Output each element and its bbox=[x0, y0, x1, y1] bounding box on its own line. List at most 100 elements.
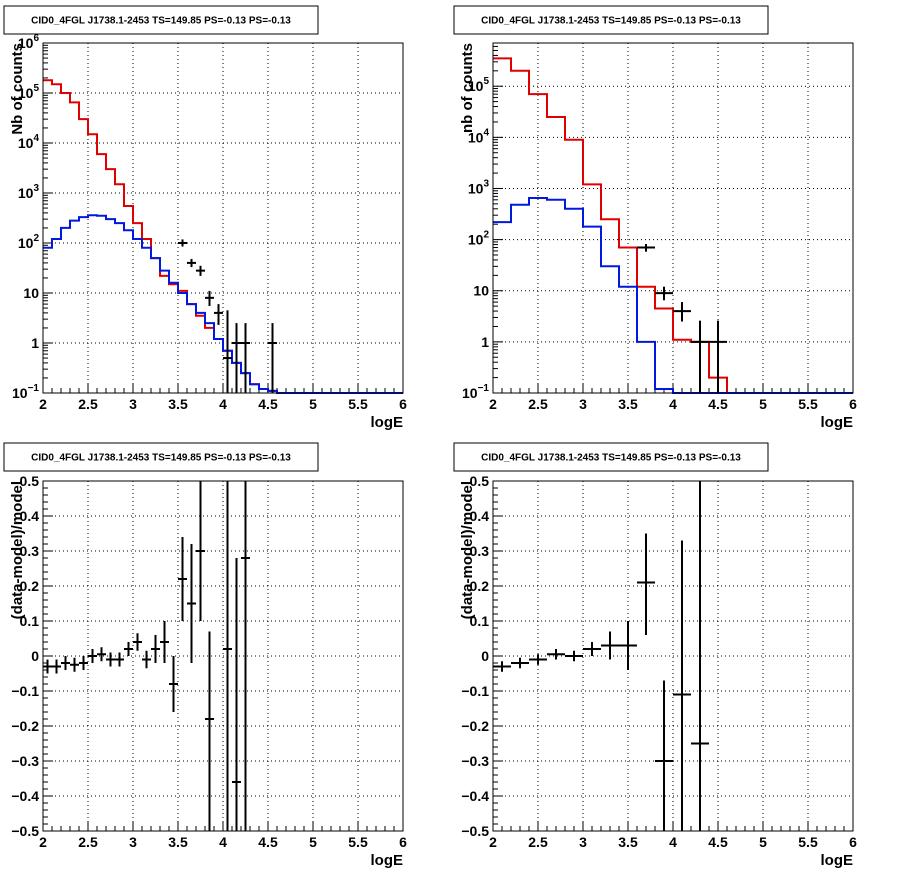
y-tick-label: 103 bbox=[18, 183, 40, 201]
data-point bbox=[97, 647, 106, 662]
y-tick-label: 0.1 bbox=[470, 613, 490, 629]
data-point bbox=[655, 680, 673, 831]
y-tick-base: 10 bbox=[18, 35, 34, 51]
data-point bbox=[223, 310, 232, 393]
y-tick-exponent: −1 bbox=[478, 383, 490, 394]
x-tick-label: 4 bbox=[219, 396, 227, 412]
title-box bbox=[3, 442, 319, 472]
y-tick-base: 10 bbox=[462, 385, 478, 401]
y-tick-label: 10−1 bbox=[12, 383, 39, 401]
y-tick-label: 0 bbox=[481, 648, 489, 664]
y-tick-label: −0.2 bbox=[461, 718, 489, 734]
x-tick-label: 5.5 bbox=[348, 396, 368, 412]
y-tick-label: 0.4 bbox=[20, 508, 40, 524]
x-tick-label: 2.5 bbox=[528, 834, 548, 850]
title-box bbox=[3, 5, 319, 35]
data-point bbox=[241, 481, 250, 831]
data-point bbox=[52, 659, 61, 674]
x-tick-label: 2.5 bbox=[78, 834, 98, 850]
x-tick-label: 6 bbox=[849, 396, 857, 412]
data-point bbox=[214, 304, 223, 325]
y-tick-base: 10 bbox=[23, 285, 39, 301]
x-tick-label: 2.5 bbox=[78, 396, 98, 412]
data-point bbox=[223, 481, 232, 831]
x-tick-label: 5.5 bbox=[798, 834, 818, 850]
x-tick-label: 5.5 bbox=[348, 834, 368, 850]
data-point bbox=[511, 657, 529, 669]
data-point bbox=[583, 642, 601, 656]
data-point bbox=[205, 631, 214, 831]
y-tick-label: 104 bbox=[468, 127, 490, 145]
data-point bbox=[196, 265, 205, 276]
data-point bbox=[655, 286, 673, 301]
y-tick-exponent: 3 bbox=[483, 178, 489, 189]
data-point bbox=[547, 649, 565, 660]
y-tick-label: −0.5 bbox=[461, 823, 489, 839]
data-point bbox=[106, 652, 115, 667]
y-tick-exponent: 5 bbox=[483, 76, 489, 87]
x-tick-label: 6 bbox=[399, 834, 407, 850]
y-tick-label: 104 bbox=[18, 133, 40, 151]
data-point bbox=[115, 652, 124, 667]
y-axis-label: Nb of counts bbox=[9, 43, 26, 135]
y-axis-label: (data-model)/model bbox=[459, 481, 476, 619]
data-point bbox=[691, 320, 709, 393]
data-point bbox=[196, 481, 205, 621]
chart-title: CID0_4FGL J1738.1-2453 TS=149.85 PS=-0.1… bbox=[31, 16, 291, 27]
data-point bbox=[637, 533, 655, 635]
x-tick-label: 3.5 bbox=[168, 834, 188, 850]
y-tick-label: −0.3 bbox=[11, 753, 39, 769]
y-tick-label: −0.4 bbox=[461, 788, 489, 804]
y-tick-label: 0.2 bbox=[20, 578, 40, 594]
data-point bbox=[187, 258, 196, 268]
y-tick-exponent: −1 bbox=[28, 383, 40, 394]
y-axis-label: nb of counts bbox=[459, 43, 476, 133]
x-tick-label: 4.5 bbox=[708, 834, 728, 850]
data-point bbox=[79, 656, 88, 670]
x-tick-label: 4 bbox=[669, 834, 677, 850]
x-axis-label: logE bbox=[371, 852, 404, 869]
x-tick-label: 3.5 bbox=[168, 396, 188, 412]
data-point bbox=[601, 631, 619, 660]
y-tick-base: 10 bbox=[468, 232, 484, 248]
x-tick-label: 4.5 bbox=[258, 396, 278, 412]
data-point bbox=[178, 537, 187, 621]
x-axis-label: logE bbox=[371, 414, 404, 431]
chart-panel-4: CID0_4FGL J1738.1-2453 TS=149.85 PS=-0.1… bbox=[453, 442, 857, 869]
y-tick-label: 0.2 bbox=[470, 578, 490, 594]
data-point bbox=[673, 302, 691, 322]
x-tick-label: 5.5 bbox=[798, 396, 818, 412]
y-tick-label: −0.1 bbox=[461, 683, 489, 699]
data-point bbox=[241, 323, 250, 393]
title-box bbox=[453, 5, 769, 35]
data-point bbox=[205, 290, 214, 306]
x-tick-label: 4.5 bbox=[708, 396, 728, 412]
x-tick-label: 2 bbox=[489, 834, 497, 850]
data-point bbox=[160, 621, 169, 663]
y-tick-label: −0.2 bbox=[11, 718, 39, 734]
y-tick-label: 0.4 bbox=[470, 508, 490, 524]
data-point bbox=[565, 650, 583, 662]
y-tick-exponent: 2 bbox=[483, 230, 489, 241]
x-tick-label: 2 bbox=[39, 834, 47, 850]
x-tick-label: 3 bbox=[129, 834, 137, 850]
chart-title: CID0_4FGL J1738.1-2453 TS=149.85 PS=-0.1… bbox=[481, 16, 741, 27]
data-point bbox=[124, 642, 133, 656]
chart-title: CID0_4FGL J1738.1-2453 TS=149.85 PS=-0.1… bbox=[31, 453, 291, 464]
y-tick-label: −0.4 bbox=[11, 788, 39, 804]
y-tick-base: 10 bbox=[468, 129, 484, 145]
x-axis-label: logE bbox=[821, 852, 854, 869]
data-point bbox=[178, 239, 187, 247]
title-box bbox=[453, 442, 769, 472]
chart-panel-2: CID0_4FGL J1738.1-2453 TS=149.85 PS=-0.1… bbox=[453, 5, 857, 431]
data-point bbox=[70, 657, 79, 672]
chart-title: CID0_4FGL J1738.1-2453 TS=149.85 PS=-0.1… bbox=[481, 453, 741, 464]
x-tick-label: 4 bbox=[219, 834, 227, 850]
data-point bbox=[691, 481, 709, 831]
data-point bbox=[61, 656, 70, 670]
data-point bbox=[88, 649, 97, 663]
data-point bbox=[493, 661, 511, 672]
y-tick-label: 102 bbox=[18, 233, 40, 251]
x-tick-label: 4.5 bbox=[258, 834, 278, 850]
